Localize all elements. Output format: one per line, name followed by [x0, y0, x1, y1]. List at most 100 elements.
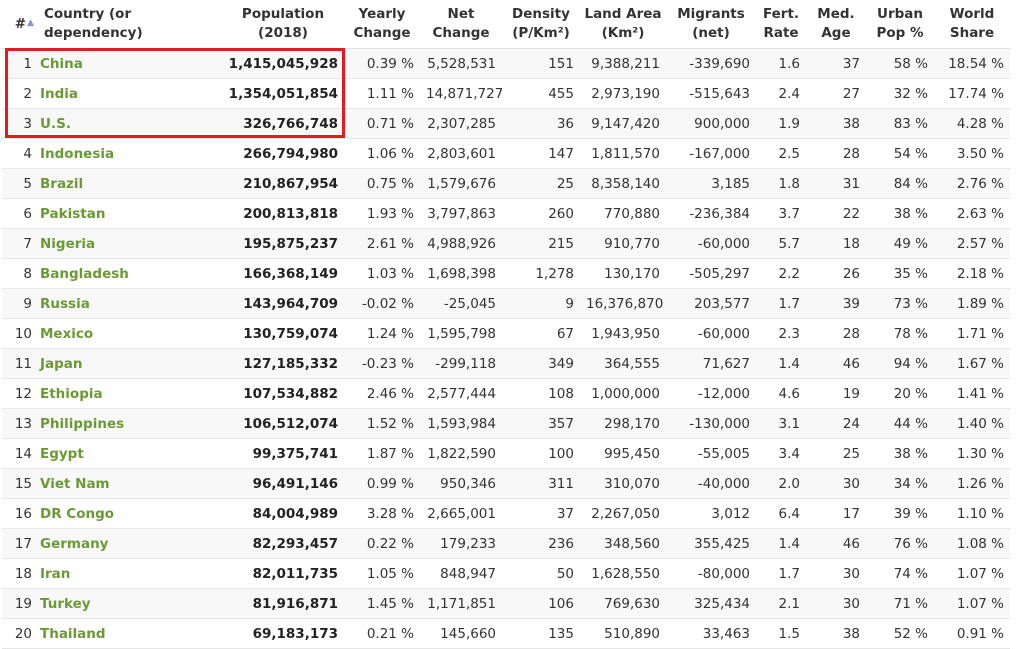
cell-net-change: 1,579,676 [420, 168, 502, 199]
country-link[interactable]: Viet Nam [36, 468, 222, 499]
header-urban-pop[interactable]: Urban Pop % [866, 0, 934, 49]
country-link[interactable]: India [36, 78, 222, 109]
cell-world-share: 1.89 % [934, 288, 1010, 319]
cell-world-share: 1.26 % [934, 468, 1010, 499]
cell-migrants: 900,000 [666, 108, 756, 139]
cell-rank: 5 [2, 168, 36, 199]
country-link[interactable]: Brazil [36, 168, 222, 199]
table-row: 20 Thailand 69,183,173 0.21 % 145,660 135 510,… [2, 618, 1010, 649]
cell-med-age: 24 [806, 408, 866, 439]
table-row: 6 Pakistan 200,813,818 1.93 % 3,797,863 260 77… [2, 198, 1010, 229]
cell-fert-rate: 1.4 [756, 528, 806, 559]
cell-urban-pop: 78 % [866, 318, 934, 349]
cell-land-area: 769,630 [580, 588, 666, 619]
cell-urban-pop: 73 % [866, 288, 934, 319]
cell-urban-pop: 94 % [866, 348, 934, 379]
header-net-change-line1: Net [447, 6, 475, 22]
cell-rank: 3 [2, 108, 36, 139]
country-link[interactable]: DR Congo [36, 498, 222, 529]
cell-density: 9 [502, 288, 580, 319]
cell-fert-rate: 1.7 [756, 288, 806, 319]
cell-land-area: 364,555 [580, 348, 666, 379]
country-link[interactable]: Iran [36, 558, 222, 589]
cell-yearly-change: 1.03 % [344, 258, 420, 289]
country-link[interactable]: China [36, 48, 222, 79]
header-yearly-change[interactable]: Yearly Change [344, 0, 420, 49]
cell-urban-pop: 76 % [866, 528, 934, 559]
header-fert-rate[interactable]: Fert. Rate [756, 0, 806, 49]
cell-med-age: 46 [806, 528, 866, 559]
country-link[interactable]: Germany [36, 528, 222, 559]
cell-migrants: -515,643 [666, 78, 756, 109]
cell-population: 143,964,709 [222, 288, 344, 319]
cell-rank: 19 [2, 588, 36, 619]
cell-med-age: 30 [806, 588, 866, 619]
header-urban-pop-line1: Urban [876, 6, 923, 22]
cell-med-age: 38 [806, 618, 866, 649]
cell-fert-rate: 3.4 [756, 438, 806, 469]
cell-population: 166,368,149 [222, 258, 344, 289]
country-link[interactable]: Pakistan [36, 198, 222, 229]
cell-fert-rate: 3.1 [756, 408, 806, 439]
country-link[interactable]: Nigeria [36, 228, 222, 259]
cell-med-age: 30 [806, 468, 866, 499]
cell-migrants: -339,690 [666, 48, 756, 79]
cell-population: 130,759,074 [222, 318, 344, 349]
cell-density: 106 [502, 588, 580, 619]
cell-migrants: -505,297 [666, 258, 756, 289]
country-link[interactable]: Mexico [36, 318, 222, 349]
cell-density: 25 [502, 168, 580, 199]
cell-yearly-change: 1.87 % [344, 438, 420, 469]
table-row: 14 Egypt 99,375,741 1.87 % 1,822,590 100 995,4… [2, 438, 1010, 469]
header-migrants[interactable]: Migrants (net) [666, 0, 756, 49]
header-rank[interactable]: #▲ [2, 0, 36, 49]
header-fert-rate-line1: Fert. [762, 6, 800, 22]
cell-urban-pop: 38 % [866, 438, 934, 469]
header-migrants-line2: (net) [692, 25, 730, 41]
cell-world-share: 1.71 % [934, 318, 1010, 349]
country-link[interactable]: Japan [36, 348, 222, 379]
country-link[interactable]: Russia [36, 288, 222, 319]
cell-yearly-change: 0.75 % [344, 168, 420, 199]
country-link[interactable]: U.S. [36, 108, 222, 139]
country-link[interactable]: Bangladesh [36, 258, 222, 289]
header-density-line1: Density [512, 6, 570, 22]
header-country[interactable]: Country (or dependency) [36, 0, 222, 49]
cell-rank: 9 [2, 288, 36, 319]
header-land-area[interactable]: Land Area (Km²) [580, 0, 666, 49]
cell-yearly-change: 3.28 % [344, 498, 420, 529]
country-link[interactable]: Ethiopia [36, 378, 222, 409]
cell-land-area: 8,358,140 [580, 168, 666, 199]
cell-fert-rate: 1.7 [756, 558, 806, 589]
cell-density: 37 [502, 498, 580, 529]
table-row: 18 Iran 82,011,735 1.05 % 848,947 50 1,628,550… [2, 558, 1010, 589]
cell-land-area: 510,890 [580, 618, 666, 649]
header-med-age[interactable]: Med. Age [806, 0, 866, 49]
cell-population: 81,916,871 [222, 588, 344, 619]
cell-net-change: 1,595,798 [420, 318, 502, 349]
header-population[interactable]: Population (2018) [222, 0, 344, 49]
header-net-change[interactable]: Net Change [420, 0, 502, 49]
cell-med-age: 37 [806, 48, 866, 79]
cell-urban-pop: 71 % [866, 588, 934, 619]
cell-yearly-change: 0.99 % [344, 468, 420, 499]
country-link[interactable]: Indonesia [36, 138, 222, 169]
country-link[interactable]: Egypt [36, 438, 222, 469]
cell-yearly-change: 0.39 % [344, 48, 420, 79]
cell-land-area: 1,000,000 [580, 378, 666, 409]
cell-urban-pop: 39 % [866, 498, 934, 529]
table-row: 8 Bangladesh 166,368,149 1.03 % 1,698,398 1,2… [2, 258, 1010, 289]
header-net-change-line2: Change [432, 25, 490, 41]
cell-rank: 7 [2, 228, 36, 259]
header-density[interactable]: Density (P/Km²) [502, 0, 580, 49]
country-link[interactable]: Turkey [36, 588, 222, 619]
country-link[interactable]: Thailand [36, 618, 222, 649]
header-world-share[interactable]: World Share [934, 0, 1010, 49]
country-link[interactable]: Philippines [36, 408, 222, 439]
table-row: 19 Turkey 81,916,871 1.45 % 1,171,851 106 769,… [2, 588, 1010, 619]
cell-world-share: 1.07 % [934, 588, 1010, 619]
cell-migrants: 325,434 [666, 588, 756, 619]
cell-fert-rate: 1.5 [756, 618, 806, 649]
cell-fert-rate: 2.3 [756, 318, 806, 349]
